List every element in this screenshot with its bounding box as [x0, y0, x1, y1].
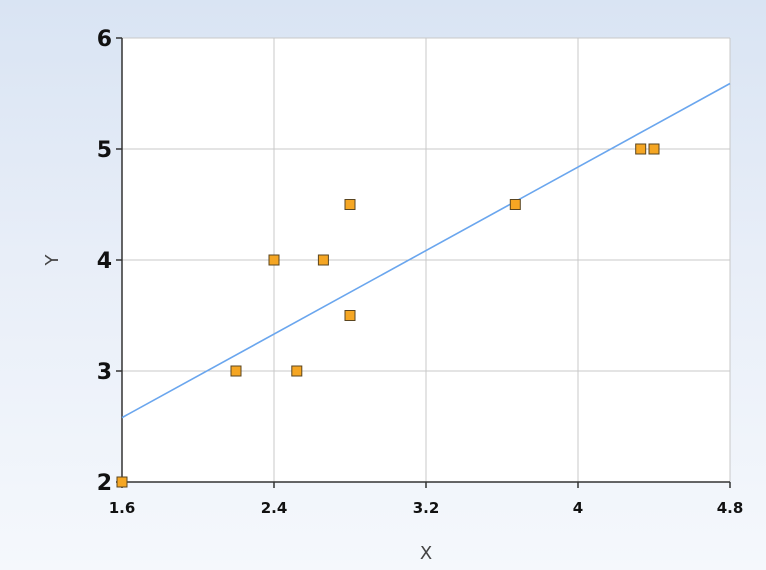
- data-point-3: [291, 365, 303, 377]
- data-point-9: [648, 143, 660, 155]
- data-point-6: [344, 310, 356, 321]
- data-point-5: [344, 199, 356, 210]
- y-tick-label: 2: [97, 471, 112, 496]
- data-point-4: [317, 254, 329, 266]
- x-tick-label: 3.2: [413, 499, 440, 517]
- x-tick-label: 1.6: [109, 499, 136, 517]
- y-axis-title: Y: [42, 254, 63, 267]
- y-tick-label: 4: [97, 249, 112, 274]
- x-axis-title: X: [420, 543, 432, 564]
- y-tick-label: 5: [97, 138, 112, 163]
- y-tick-label: 3: [97, 360, 112, 385]
- data-point-8: [635, 143, 647, 155]
- data-point-0: [116, 476, 128, 488]
- x-tick-label: 4.8: [717, 499, 744, 517]
- x-tick-label: 2.4: [261, 499, 288, 517]
- trend-line: [121, 82, 731, 419]
- x-tick-label: 4: [573, 499, 583, 517]
- tick-labels: 2 3 4 5 6 1.6 2.4 3.2 4 4.8: [97, 27, 744, 517]
- y-tick-label: 6: [97, 27, 112, 52]
- axes: [116, 37, 731, 488]
- points-layer: [116, 143, 660, 488]
- trend-line-layer: [121, 82, 731, 419]
- data-point-7: [509, 199, 521, 210]
- data-point-1: [230, 365, 242, 377]
- data-point-2: [268, 254, 280, 266]
